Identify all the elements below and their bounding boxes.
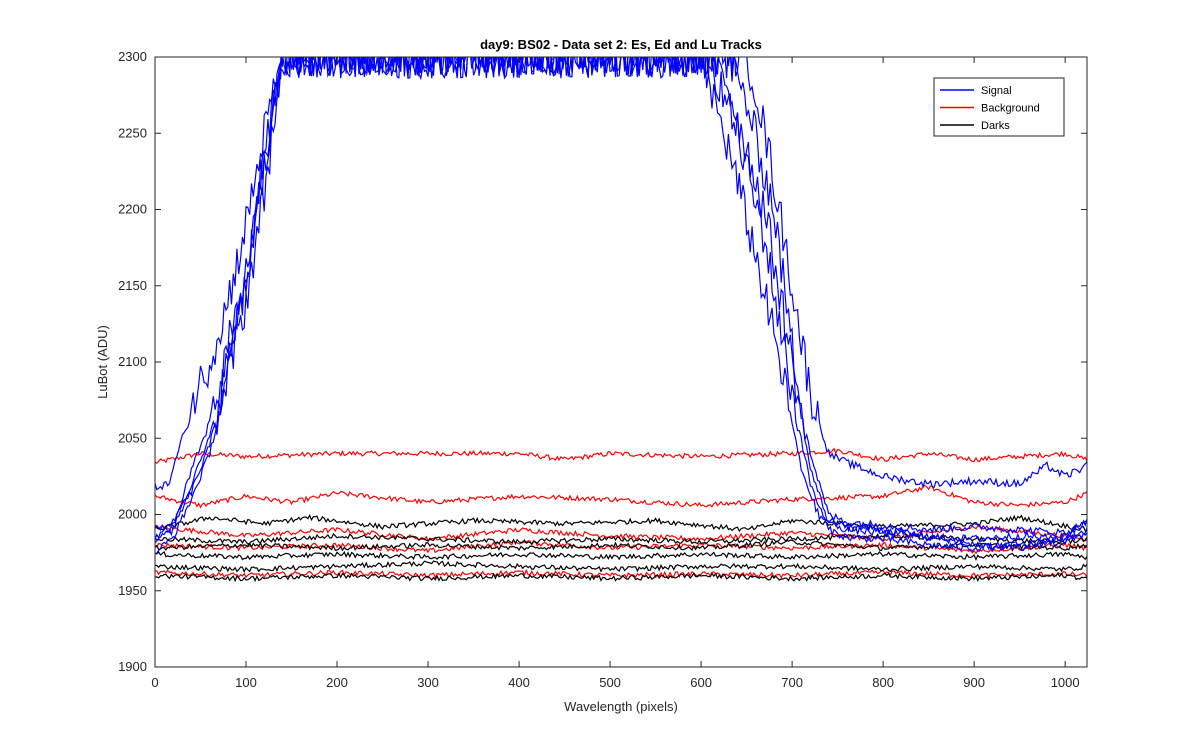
series-line-darks-10 — [155, 514, 1087, 533]
y-tick-label: 2300 — [118, 49, 147, 64]
y-tick-label: 2050 — [118, 430, 147, 445]
x-axis-label: Wavelength (pixels) — [564, 699, 678, 714]
y-tick-label: 1950 — [118, 583, 147, 598]
x-tick-label: 100 — [235, 675, 257, 690]
y-tick-label: 2250 — [118, 125, 147, 140]
legend-label-background: Background — [981, 103, 1040, 115]
series-layer — [155, 57, 1087, 583]
y-tick-label: 2200 — [118, 202, 147, 217]
y-tick-label: 2000 — [118, 507, 147, 522]
y-tick-label: 2100 — [118, 354, 147, 369]
series-line-signal-2 — [155, 57, 1087, 555]
series-line-darks-13 — [155, 550, 1087, 562]
plot-area — [155, 57, 1087, 667]
legend-label-darks: Darks — [981, 120, 1010, 132]
x-tick-label: 900 — [963, 675, 985, 690]
legend-entries: Signal Background Darks — [940, 85, 1040, 132]
y-tick-label: 2150 — [118, 278, 147, 293]
series-line-signal-3 — [155, 57, 1087, 553]
series-line-background-5 — [155, 447, 1087, 464]
legend: Signal Background Darks — [933, 77, 1065, 137]
ticks-layer: 0 100 200 300 400 500 600 700 800 900 1000 1900 1950… — [118, 49, 1087, 690]
x-tick-label: 400 — [508, 675, 530, 690]
y-tick-label: 1900 — [118, 659, 147, 674]
chart-title: day9: BS02 - Data set 2: Es, Ed and Lu T… — [480, 37, 762, 52]
series-line-darks-14 — [155, 560, 1087, 574]
x-tick-label: 0 — [151, 675, 158, 690]
x-tick-label: 500 — [599, 675, 621, 690]
x-tick-label: 800 — [872, 675, 894, 690]
series-line-background-9 — [155, 568, 1087, 580]
series-line-signal-4 — [155, 57, 1087, 552]
y-axis-label: LuBot (ADU) — [95, 325, 110, 399]
legend-label-signal: Signal — [981, 85, 1012, 97]
x-tick-label: 200 — [326, 675, 348, 690]
x-tick-label: 300 — [417, 675, 439, 690]
x-tick-label: 1000 — [1051, 675, 1080, 690]
x-tick-label: 700 — [781, 675, 803, 690]
series-line-darks-15 — [155, 572, 1087, 583]
x-tick-label: 600 — [690, 675, 712, 690]
